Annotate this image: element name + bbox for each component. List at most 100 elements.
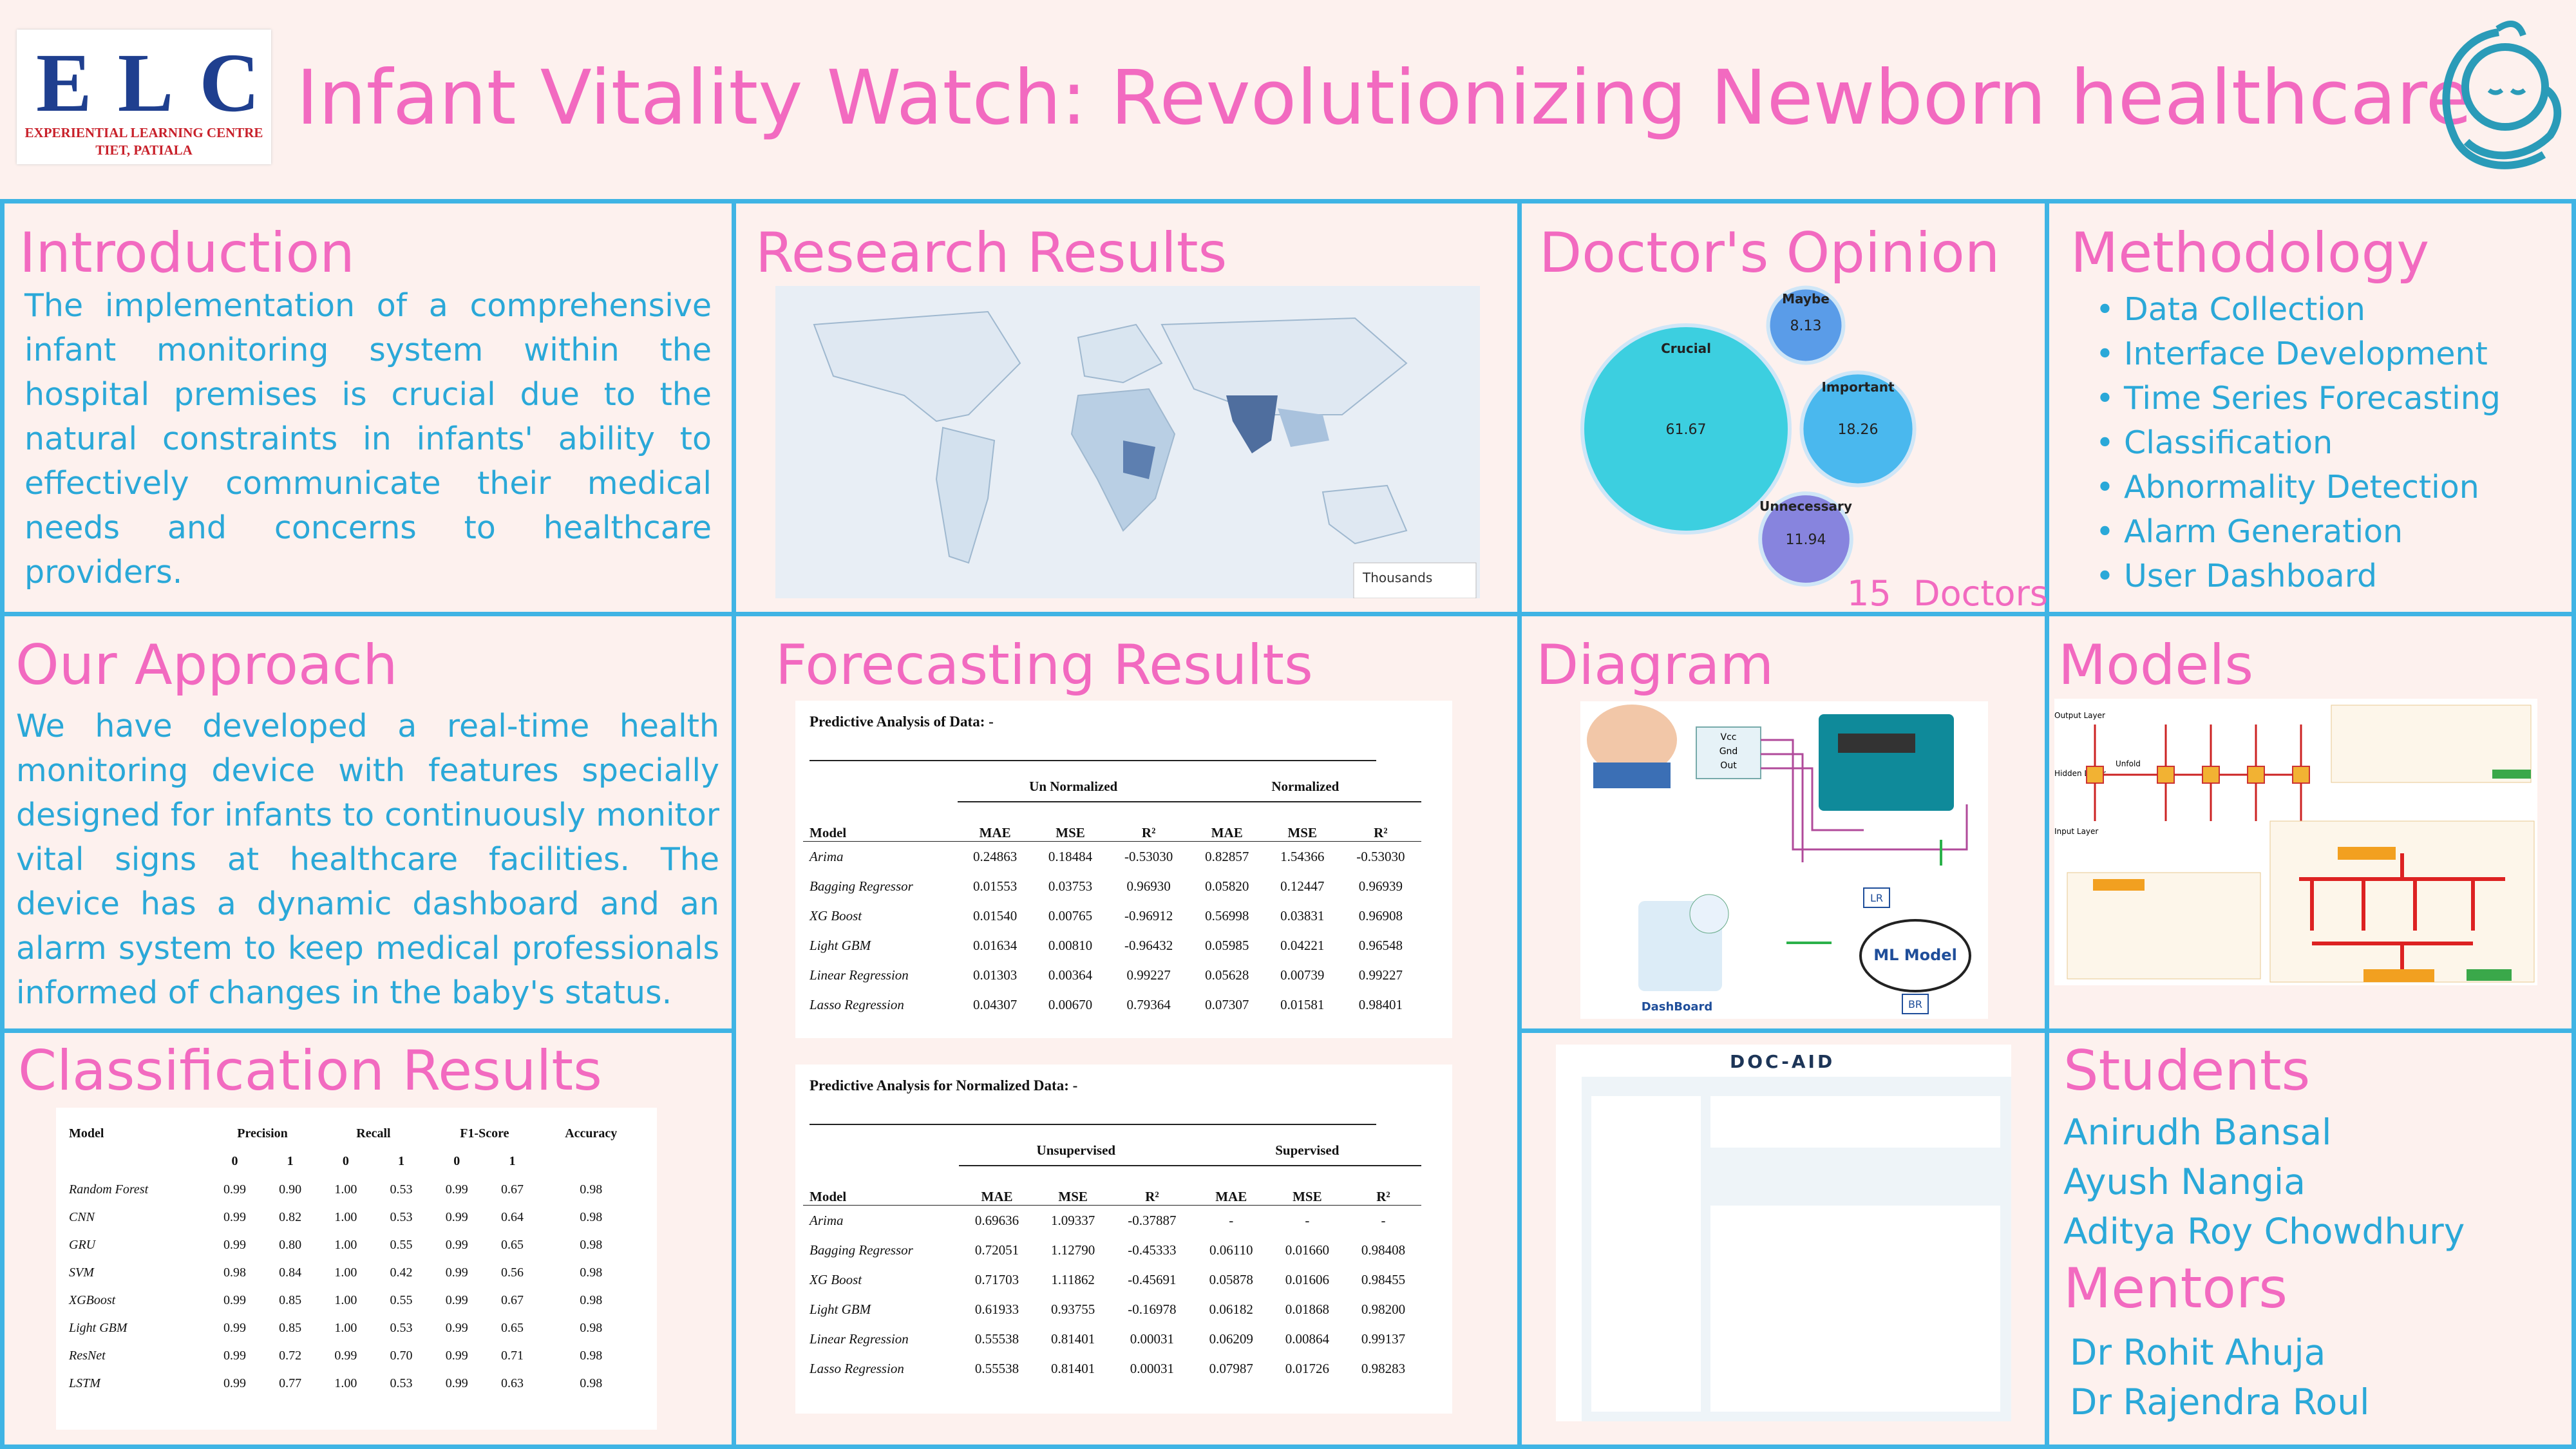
cell: 0.01553 xyxy=(972,878,1018,894)
column-header: Model xyxy=(69,1126,104,1141)
section-title: Our Approach xyxy=(15,633,398,697)
cell: 0.98 xyxy=(580,1293,603,1307)
column-header: Model xyxy=(803,1166,959,1206)
method-item: Alarm Generation xyxy=(2096,509,2501,554)
mentor-name: Dr Rajendra Roul xyxy=(2070,1381,2370,1423)
table-row: Lasso Regression 0.55538 0.81401 0.00031 0.0… xyxy=(803,1354,1421,1383)
cell xyxy=(803,772,958,802)
cell: 0.99 xyxy=(223,1238,246,1252)
forecast-table: Unsupervised Supervised Model MAE MSE R² MAE MS… xyxy=(803,1135,1421,1383)
cell: 1.00 xyxy=(334,1182,357,1197)
cell: 0.06110 xyxy=(1209,1242,1253,1258)
cell: 0.98 xyxy=(580,1265,603,1280)
logo: ELC EXPERIENTIAL LEARNING CENTRE TIET, P… xyxy=(17,30,271,164)
cell: 0.67 xyxy=(500,1182,524,1197)
header-row: Model MAE MSE R² MAE MSE R² xyxy=(803,802,1421,842)
cell: 0.96908 xyxy=(1358,907,1403,923)
system-diagram: Vcc Gnd Out ML Model LR BR DashBoard xyxy=(1580,701,1988,1019)
doctor-count: 15 Doctors xyxy=(1847,573,2048,614)
cell: 0.65 xyxy=(500,1238,524,1252)
cell: 0.98 xyxy=(580,1210,603,1224)
method-item: Classification xyxy=(2096,421,2501,465)
row-label: GRU xyxy=(69,1238,96,1252)
cell: 0.85 xyxy=(279,1293,302,1307)
mentor-name: Dr Rohit Ahuja xyxy=(2070,1332,2326,1373)
cell: 0.98 xyxy=(580,1182,603,1197)
cell: 0.82857 xyxy=(1205,848,1249,864)
cell: 1.09337 xyxy=(1051,1212,1095,1228)
pin-label: Out xyxy=(1720,761,1737,771)
bubble-value: 8.13 xyxy=(1790,318,1822,334)
bubble-label: Maybe xyxy=(1782,291,1830,307)
column-header: MSE xyxy=(1264,802,1340,842)
student-name: Ayush Nangia xyxy=(2063,1161,2306,1202)
cell: 0.98 xyxy=(580,1321,603,1335)
table-row: Linear Regression 0.01303 0.00364 0.99227 0.… xyxy=(803,960,1421,990)
cell: 0.99 xyxy=(223,1182,246,1197)
cell: 0.99137 xyxy=(1361,1331,1406,1347)
group-header: Unsupervised xyxy=(958,1135,1193,1166)
cell: - xyxy=(1229,1212,1234,1228)
bubble-value: 11.94 xyxy=(1786,532,1826,548)
dashboard-vitals xyxy=(1710,1096,2000,1148)
table-row: CNN 0.99 0.82 1.00 0.53 0.99 0.64 0.98 xyxy=(62,1204,642,1231)
model-diagrams: Output Layer Hidden Layer Input Layer Un… xyxy=(2054,699,2537,985)
cell: 0.55538 xyxy=(974,1360,1019,1376)
section-text: We have developed a real-time health mon… xyxy=(16,708,719,1011)
student-list: Anirudh Bansal Ayush Nangia Aditya Roy Cho… xyxy=(2063,1108,2465,1256)
world-map: Thousands xyxy=(775,286,1480,598)
table-row: Lasso Regression 0.04307 0.00670 0.79364 0.0… xyxy=(803,990,1421,1019)
row-label: XGBoost xyxy=(69,1293,116,1307)
cell: 0.55 xyxy=(390,1293,413,1307)
cell: 0.63 xyxy=(500,1376,524,1390)
cell: 0.53 xyxy=(390,1321,413,1335)
cell: 0.99 xyxy=(334,1349,357,1363)
layer-label: Input Layer xyxy=(2054,827,2098,836)
model-tag: BR xyxy=(1908,998,1922,1010)
dashboard-app-name: DOC-AID xyxy=(1730,1051,1835,1072)
column-header: F1-Score xyxy=(460,1126,509,1141)
table-row: XGBoost 0.99 0.85 1.00 0.55 0.99 0.67 0.98 xyxy=(62,1287,642,1314)
table-row: Bagging Regressor 0.01553 0.03753 0.96930 0.… xyxy=(803,871,1421,901)
cell: -0.53030 xyxy=(1124,848,1173,864)
cell: 1.54366 xyxy=(1280,848,1325,864)
cell: -0.45691 xyxy=(1128,1271,1177,1287)
cell: 0.82 xyxy=(279,1210,302,1224)
cell xyxy=(540,1146,642,1176)
table-row: Light GBM 0.99 0.85 1.00 0.53 0.99 0.65 0.98 xyxy=(62,1314,642,1342)
dashboard-label: DashBoard xyxy=(1642,1000,1713,1014)
unfold-label: Unfold xyxy=(2116,759,2141,768)
table-row: SVM 0.98 0.84 1.00 0.42 0.99 0.56 0.98 xyxy=(62,1259,642,1287)
cell: 1.00 xyxy=(334,1321,357,1335)
section-title: Students xyxy=(2063,1039,2311,1103)
cell: 0.99 xyxy=(223,1293,246,1307)
cell: 0.01726 xyxy=(1285,1360,1329,1376)
cell: 0.06209 xyxy=(1209,1331,1253,1347)
cell: 0.05628 xyxy=(1205,967,1249,983)
cell: 0.98283 xyxy=(1361,1360,1406,1376)
cell: 0.00739 xyxy=(1280,967,1325,983)
student-name: Anirudh Bansal xyxy=(2063,1112,2332,1153)
cell: 0.64 xyxy=(500,1210,524,1224)
dashboard-sidebar xyxy=(1556,1077,1582,1421)
row-label: SVM xyxy=(69,1265,94,1280)
cell: 0.07987 xyxy=(1209,1360,1253,1376)
panel-classification xyxy=(0,1028,736,1449)
column-header: MAE xyxy=(1193,1166,1269,1206)
column-header: MAE xyxy=(957,802,1033,842)
column-header: R² xyxy=(1108,802,1189,842)
section-title: Doctor's Opinion xyxy=(1539,221,2000,285)
cell: 0.56998 xyxy=(1205,907,1249,923)
row-label: XG Boost xyxy=(810,907,862,923)
row-label: Bagging Regressor xyxy=(810,1242,913,1258)
rule xyxy=(810,760,1376,761)
cell: 0.90 xyxy=(279,1182,302,1197)
cell: - xyxy=(1305,1212,1310,1228)
table-row: ResNet 0.99 0.72 0.99 0.70 0.99 0.71 0.98 xyxy=(62,1342,642,1370)
subheader: 0 xyxy=(453,1153,460,1168)
cell: 0.55538 xyxy=(974,1331,1019,1347)
cell: 0.18484 xyxy=(1048,848,1093,864)
cell: 0.24863 xyxy=(972,848,1018,864)
column-header: MAE xyxy=(958,1166,1036,1206)
baby-icon xyxy=(2442,21,2562,169)
